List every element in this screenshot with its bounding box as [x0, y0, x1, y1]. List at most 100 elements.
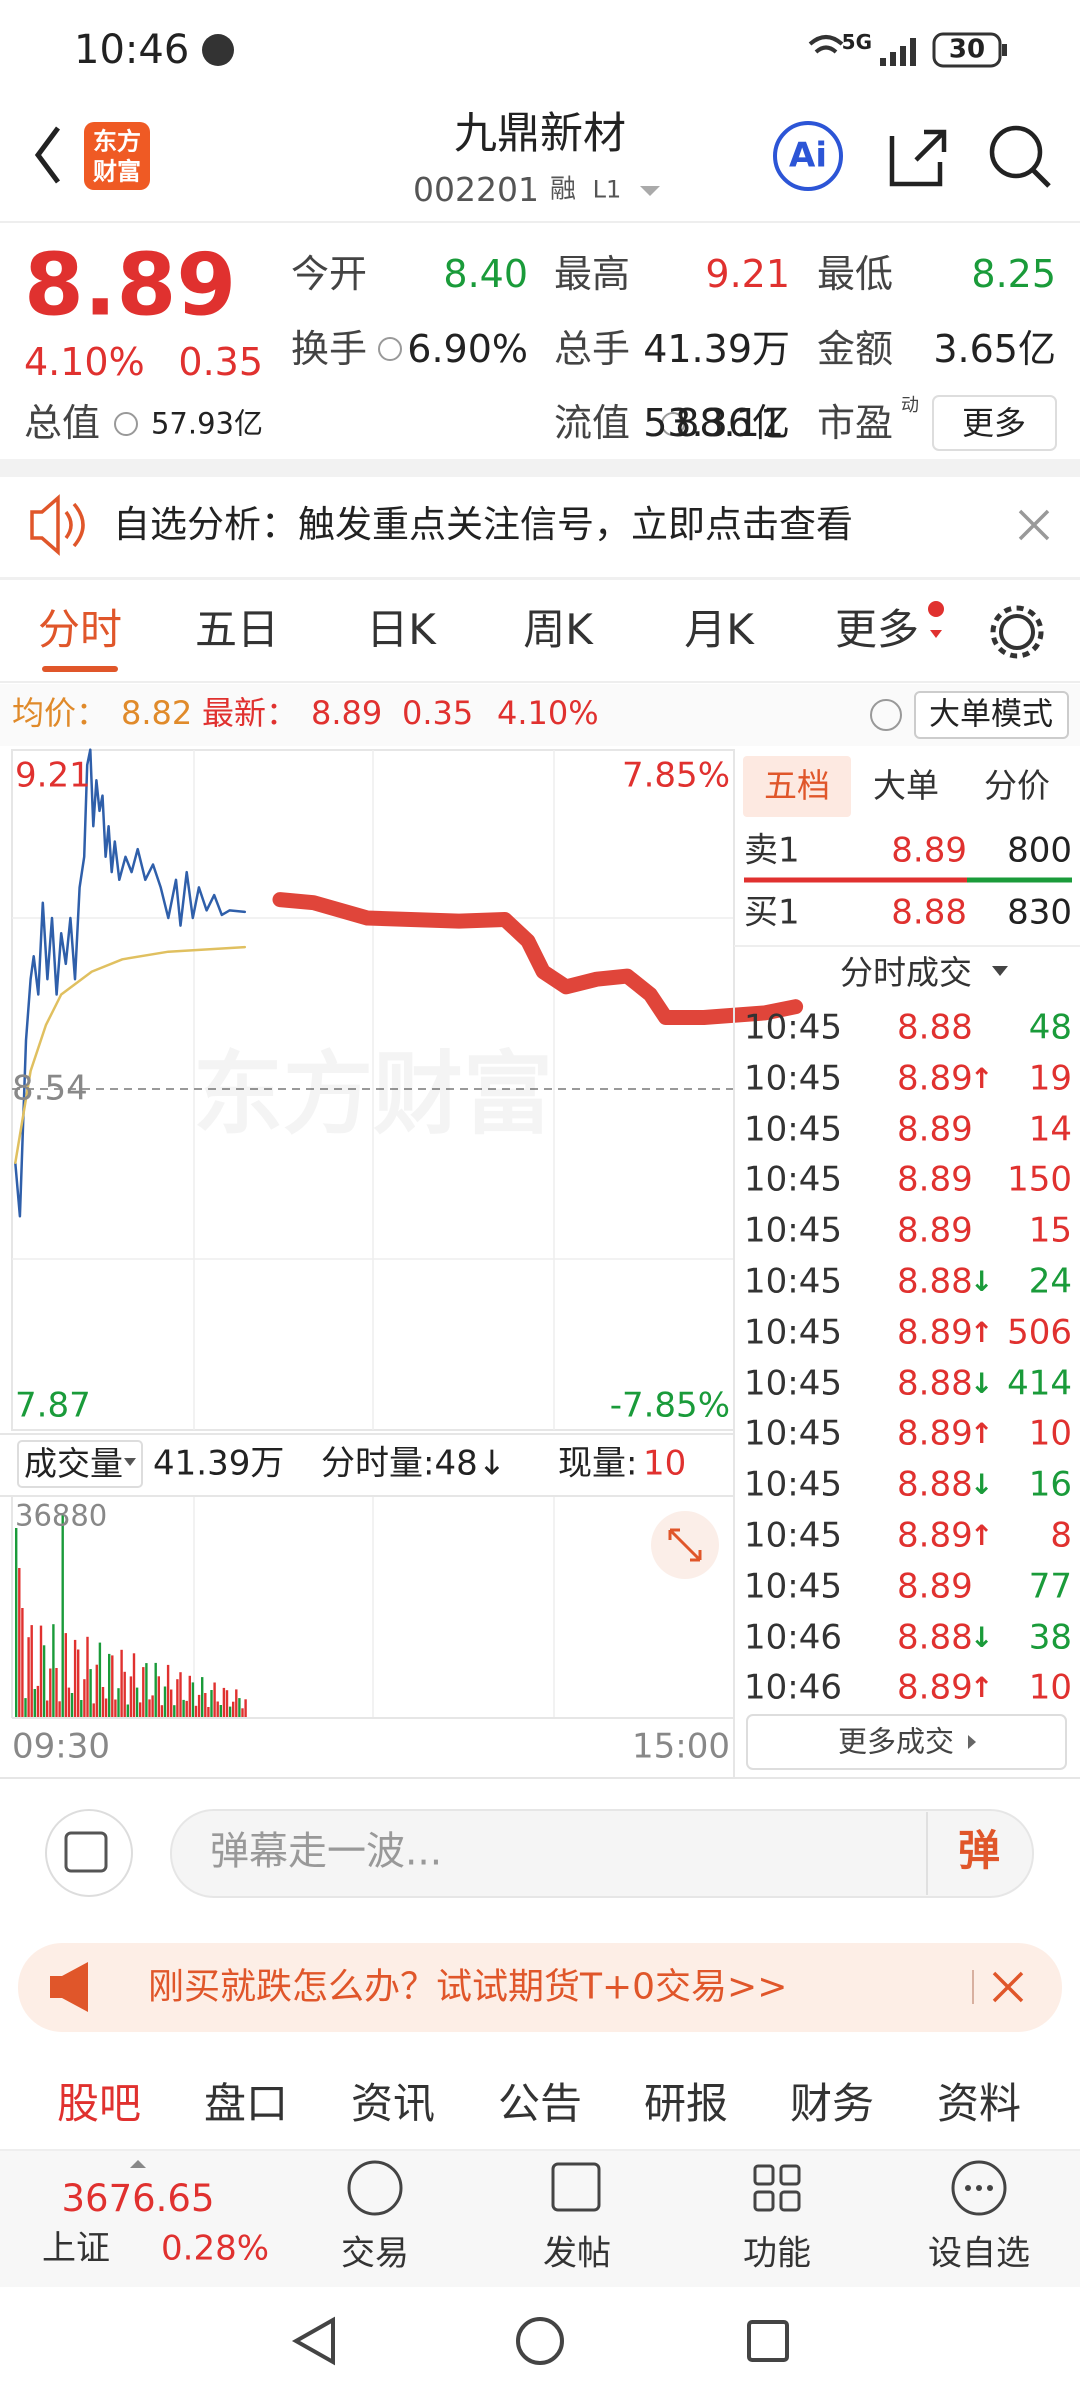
- bottom-tab[interactable]: 研报: [643, 2078, 729, 2128]
- book-tab[interactable]: 大单: [873, 766, 939, 806]
- nav-home[interactable]: [516, 2317, 564, 2365]
- volume-bar: [117, 1688, 120, 1718]
- tab[interactable]: 日K: [366, 604, 436, 654]
- comment-placeholder[interactable]: 弹幕走一波...: [210, 1829, 443, 1875]
- close-ad[interactable]: [992, 1971, 1024, 2003]
- trade-time: 10:45: [744, 1007, 842, 1048]
- trade-volume: 414: [1007, 1363, 1072, 1404]
- trades-title: 分时成交: [840, 953, 972, 993]
- bottom-nav-bg: [0, 2151, 1080, 2287]
- bottom-tab[interactable]: 盘口: [203, 2078, 289, 2128]
- volume-bar: [139, 1702, 142, 1718]
- nav-item[interactable]: 发帖: [543, 2233, 611, 2274]
- book-tab[interactable]: 五档: [764, 766, 830, 806]
- more-button-label[interactable]: 更多: [961, 403, 1027, 442]
- nav-item[interactable]: 交易: [341, 2233, 409, 2274]
- volume-bar: [228, 1706, 232, 1718]
- battery: [932, 32, 1002, 68]
- bottom-tab[interactable]: 资料: [936, 2078, 1022, 2128]
- tab-underline: [42, 666, 118, 672]
- bottom-tab[interactable]: 资讯: [350, 2078, 436, 2128]
- volume-bar: [101, 1687, 105, 1718]
- mode-button[interactable]: [914, 691, 1069, 739]
- code-dropdown[interactable]: [640, 186, 660, 196]
- volume-bar: [213, 1682, 216, 1718]
- trade-arrow: ↑: [970, 1519, 994, 1553]
- volume-bar: [98, 1642, 102, 1718]
- volume-bar: [129, 1676, 133, 1718]
- more-button[interactable]: [932, 395, 1057, 451]
- tab[interactable]: 月K: [684, 604, 754, 654]
- volume-label: 成交量: [24, 1444, 123, 1484]
- bottom-tab[interactable]: 财务: [789, 2078, 875, 2128]
- ad-banner[interactable]: [18, 1943, 1062, 2032]
- info-icon[interactable]: [661, 412, 685, 436]
- battery-tip: [1002, 44, 1007, 56]
- volume-bar: [33, 1689, 36, 1718]
- volume-bar: [225, 1690, 229, 1718]
- volume-bar: [166, 1664, 170, 1718]
- more-trades[interactable]: 更多成交: [837, 1724, 955, 1759]
- stat-value: 3.65亿: [933, 327, 1056, 372]
- trade-icon: [347, 2160, 403, 2216]
- trade-arrow: ↓: [970, 1620, 994, 1654]
- volume-bar: [160, 1705, 164, 1718]
- trade-price: 8.89: [897, 1515, 973, 1556]
- stat-label: 今开: [291, 252, 368, 297]
- trade-time: 10:46: [744, 1617, 842, 1658]
- msg-icon: [202, 34, 234, 66]
- tab[interactable]: 周K: [523, 604, 593, 654]
- trade-price: 8.88: [897, 1617, 973, 1658]
- notice-text[interactable]: 自选分析：触发重点关注信号，立即点击查看: [113, 502, 853, 546]
- volume-bar: [108, 1653, 111, 1718]
- more-trades-arrow: [968, 1735, 976, 1749]
- ad-text[interactable]: 刚买就跌怎么办？试试期货T+0交易>>: [148, 1966, 788, 2008]
- search-icon[interactable]: [989, 125, 1043, 179]
- info-icon[interactable]: [114, 412, 138, 436]
- volume-bar: [173, 1705, 176, 1718]
- volume-max: 36880: [15, 1498, 108, 1533]
- info-avg: 8.82: [121, 693, 193, 732]
- bottom-tab[interactable]: 股吧: [56, 2078, 142, 2128]
- nav-recent[interactable]: [747, 2320, 789, 2362]
- mode-label[interactable]: 大单模式: [929, 696, 1053, 733]
- nav-item[interactable]: 功能: [743, 2233, 811, 2274]
- volume-bar: [52, 1624, 55, 1718]
- comment-input[interactable]: [170, 1809, 1034, 1898]
- separator: [0, 577, 1080, 580]
- info-icon[interactable]: [378, 337, 402, 361]
- trade-time: 10:45: [744, 1464, 842, 1505]
- trade-time: 10:45: [744, 1109, 842, 1150]
- ai-label[interactable]: Ai: [789, 135, 827, 176]
- more-trades-button[interactable]: [746, 1714, 1067, 1770]
- trade-time: 10:45: [744, 1261, 842, 1302]
- tab[interactable]: 五日: [194, 604, 280, 654]
- help-icon[interactable]: [870, 699, 902, 731]
- average-line: [14, 945, 247, 1165]
- volume-bar: [201, 1677, 204, 1718]
- back-icon[interactable]: [34, 126, 61, 184]
- nav-item[interactable]: 设自选: [928, 2233, 1030, 2274]
- min-pct: -7.85%: [609, 1385, 730, 1426]
- share-icon[interactable]: [889, 129, 947, 187]
- close-notice[interactable]: [1018, 509, 1050, 541]
- bottom-tab[interactable]: 公告: [497, 2078, 583, 2128]
- danmaku-button[interactable]: 弹: [957, 1825, 1001, 1875]
- comment-icon-circle[interactable]: [45, 1809, 133, 1897]
- volume-select[interactable]: [17, 1440, 143, 1488]
- settings-icon[interactable]: [999, 614, 1035, 650]
- nav-back[interactable]: [291, 2316, 335, 2366]
- volume-bar: [80, 1700, 83, 1718]
- tab[interactable]: 更多: [834, 604, 920, 654]
- tab[interactable]: 分时: [37, 604, 123, 654]
- trade-volume: 38: [1028, 1617, 1072, 1658]
- volume-bar: [207, 1707, 210, 1718]
- info-avg-label: 均价：: [12, 693, 109, 732]
- price: 8.89: [24, 235, 237, 336]
- time-end: 15:00: [632, 1726, 730, 1767]
- book-tab[interactable]: 分价: [984, 766, 1050, 806]
- volume-bar: [241, 1708, 244, 1718]
- trade-arrow: ↑: [970, 1316, 994, 1349]
- ai-button[interactable]: [773, 121, 843, 191]
